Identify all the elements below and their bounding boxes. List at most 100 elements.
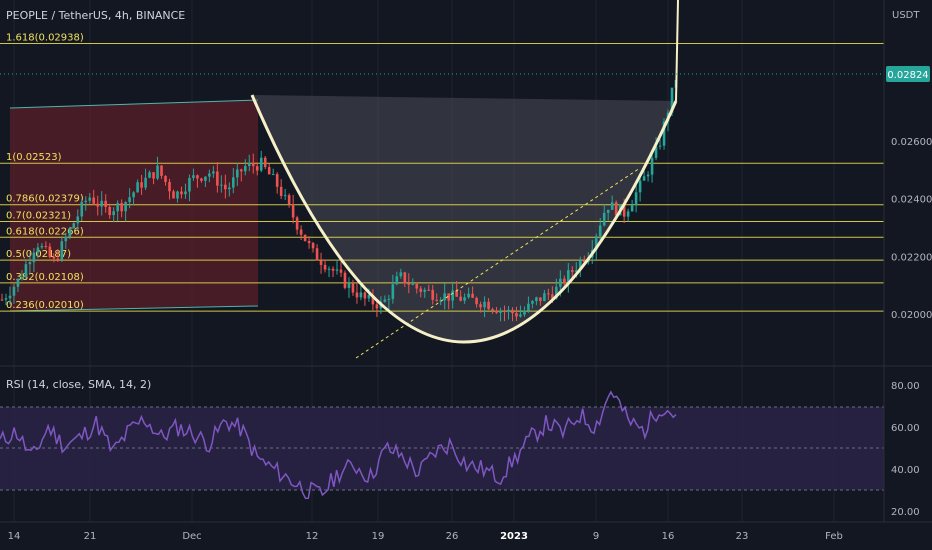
fib-level-label: 0.236(0.02010) bbox=[6, 300, 84, 311]
candle-body bbox=[24, 264, 28, 278]
candle-body bbox=[555, 286, 558, 299]
candle-body bbox=[172, 191, 175, 199]
rsi-tick-label: 20.00 bbox=[891, 507, 920, 518]
candle-body bbox=[72, 223, 76, 229]
candle-body bbox=[295, 217, 299, 230]
candle-body bbox=[112, 211, 115, 216]
candle-body bbox=[200, 178, 203, 181]
candle-body bbox=[642, 176, 646, 181]
candle-body bbox=[427, 289, 431, 291]
candle-body bbox=[271, 174, 275, 176]
price-tick-label: 0.02000 bbox=[891, 310, 932, 321]
candle-body bbox=[491, 309, 494, 311]
candle-body bbox=[650, 157, 654, 175]
time-tick-label: 21 bbox=[84, 531, 97, 542]
candle-body bbox=[511, 309, 514, 314]
rsi-tick-label: 40.00 bbox=[891, 465, 920, 476]
breakout-line bbox=[675, 0, 679, 102]
candle-body bbox=[108, 206, 111, 216]
candle-body bbox=[662, 121, 666, 146]
candle-body bbox=[52, 256, 56, 259]
candle-body bbox=[487, 301, 490, 310]
price-ticks: 0.02600 0.02400 0.02200 0.02000 bbox=[891, 137, 932, 321]
price-tick-label: 0.02400 bbox=[891, 195, 932, 206]
candle-body bbox=[236, 169, 239, 178]
candle-body bbox=[375, 304, 379, 309]
candle-body bbox=[383, 299, 387, 302]
candle-body bbox=[311, 242, 315, 249]
candle-body bbox=[263, 157, 267, 168]
candle-body bbox=[307, 241, 311, 243]
rsi-tick-label: 60.00 bbox=[891, 423, 920, 434]
candle-body bbox=[519, 314, 522, 317]
candle-body bbox=[255, 166, 259, 171]
cup-curve bbox=[250, 94, 678, 344]
fib-level-label: 0.618(0.02266) bbox=[6, 226, 84, 237]
channel-top-line bbox=[9, 99, 259, 109]
candle-body bbox=[495, 310, 498, 313]
candle-body bbox=[606, 209, 610, 213]
candle-body bbox=[598, 225, 602, 237]
candle-body bbox=[407, 283, 411, 285]
candle-body bbox=[395, 276, 399, 285]
candle-body bbox=[582, 260, 586, 263]
candle-body bbox=[192, 175, 195, 179]
candle-body bbox=[630, 205, 634, 212]
candle-body bbox=[176, 191, 179, 199]
candle-body bbox=[144, 177, 147, 188]
candle-body bbox=[251, 162, 255, 167]
candle-body bbox=[343, 272, 347, 288]
candle-body bbox=[136, 182, 139, 193]
candle-body bbox=[212, 171, 215, 174]
candle-body bbox=[547, 293, 550, 295]
time-tick-label: 2023 bbox=[500, 531, 528, 542]
candle-body bbox=[451, 290, 454, 301]
candle-body bbox=[220, 184, 223, 186]
price-tick-label: 0.02600 bbox=[891, 137, 932, 148]
candle-body bbox=[455, 290, 458, 297]
time-ticks: 14 21 Dec 12 19 26 2023 9 16 23 Feb bbox=[8, 531, 843, 542]
candle-body bbox=[670, 87, 674, 113]
candle-body bbox=[36, 247, 40, 253]
candle-body bbox=[523, 310, 526, 315]
rsi-tick-label: 80.00 bbox=[891, 381, 920, 392]
candle-body bbox=[4, 298, 8, 300]
time-tick-label: 19 bbox=[372, 531, 385, 542]
candle-body bbox=[303, 234, 307, 242]
candle-body bbox=[140, 182, 143, 188]
fib-level-label: 1.618(0.02938) bbox=[6, 33, 84, 44]
candle-body bbox=[391, 284, 395, 299]
rsi-line bbox=[0, 390, 677, 500]
candle-body bbox=[403, 272, 407, 284]
price-tick-label: 0.02200 bbox=[891, 252, 932, 263]
fib-level-label: 0.382(0.02108) bbox=[6, 272, 84, 283]
candle-body bbox=[551, 294, 554, 299]
candle-body bbox=[574, 270, 578, 272]
candle-body bbox=[104, 200, 107, 207]
candle-body bbox=[559, 278, 562, 287]
candle-body bbox=[208, 173, 211, 177]
candle-body bbox=[96, 203, 100, 207]
candle-body bbox=[571, 270, 574, 272]
candle-body bbox=[578, 260, 582, 271]
candle-body bbox=[654, 146, 658, 158]
candle-body bbox=[499, 310, 502, 313]
candle-body bbox=[327, 268, 331, 270]
candle-body bbox=[80, 202, 84, 217]
candle-body bbox=[543, 293, 546, 302]
candle-body bbox=[527, 303, 530, 311]
candle-body bbox=[160, 165, 163, 176]
candle-body bbox=[156, 165, 159, 179]
candle-body bbox=[331, 268, 335, 271]
candle-body bbox=[120, 203, 123, 212]
candle-body bbox=[84, 200, 88, 203]
candle-body bbox=[535, 297, 538, 302]
candle-body bbox=[92, 197, 96, 204]
time-tick-label: Dec bbox=[182, 531, 201, 542]
candle-body bbox=[355, 292, 359, 298]
candle-body bbox=[20, 277, 24, 279]
candle-body bbox=[247, 162, 251, 167]
rsi-band bbox=[0, 407, 884, 490]
candle-body bbox=[224, 184, 227, 190]
